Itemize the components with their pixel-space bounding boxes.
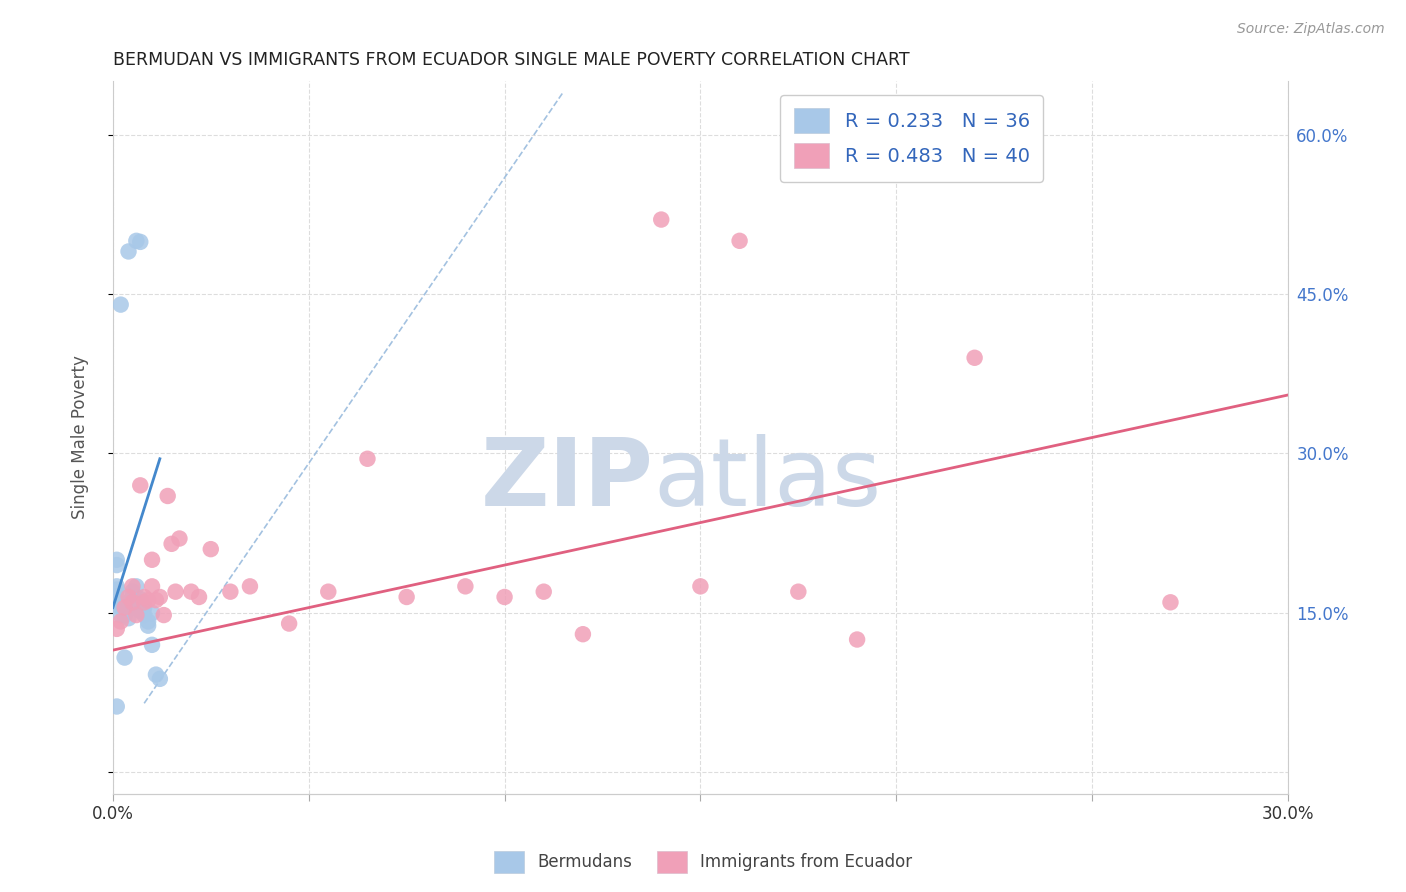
Point: [110, 297, 132, 311]
Point: [114, 608, 136, 623]
Point: [141, 553, 163, 567]
Point: [454, 579, 477, 593]
Point: [1159, 595, 1181, 609]
Point: [114, 600, 136, 615]
Point: [165, 584, 187, 599]
Point: [129, 478, 152, 492]
Point: [136, 615, 159, 629]
Point: [110, 600, 132, 615]
Point: [141, 606, 163, 620]
Point: [180, 584, 202, 599]
Point: [117, 244, 139, 259]
Point: [105, 622, 128, 636]
Point: [200, 542, 222, 557]
Point: [121, 579, 143, 593]
Point: [121, 590, 143, 604]
Point: [105, 579, 128, 593]
Point: [125, 579, 148, 593]
Point: [105, 590, 128, 604]
Point: [963, 351, 986, 365]
Point: [105, 582, 128, 597]
Point: [136, 593, 159, 607]
Point: [110, 600, 132, 615]
Point: [156, 489, 179, 503]
Point: [160, 537, 183, 551]
Point: [395, 590, 418, 604]
Point: [129, 592, 152, 607]
Point: [117, 595, 139, 609]
Point: [105, 558, 128, 573]
Point: [494, 590, 516, 604]
Point: [114, 604, 136, 618]
Text: atlas: atlas: [654, 434, 882, 526]
Point: [105, 595, 128, 609]
Point: [117, 611, 139, 625]
Point: [141, 579, 163, 593]
Point: [134, 600, 156, 615]
Point: [145, 593, 167, 607]
Point: [650, 212, 672, 227]
Point: [356, 451, 378, 466]
Point: [134, 590, 156, 604]
Point: [114, 650, 136, 665]
Point: [125, 234, 148, 248]
Point: [787, 584, 810, 599]
Legend: Bermudans, Immigrants from Ecuador: Bermudans, Immigrants from Ecuador: [486, 845, 920, 880]
Point: [149, 672, 172, 686]
Legend: R = 0.233   N = 36, R = 0.483   N = 40: R = 0.233 N = 36, R = 0.483 N = 40: [780, 95, 1043, 182]
Point: [121, 595, 143, 609]
Point: [125, 608, 148, 623]
Point: [105, 699, 128, 714]
Point: [316, 584, 339, 599]
Point: [141, 638, 163, 652]
Point: [572, 627, 595, 641]
Point: [129, 235, 152, 249]
Point: [278, 616, 301, 631]
Point: [134, 595, 156, 609]
Point: [533, 584, 555, 599]
Point: [136, 618, 159, 632]
Y-axis label: Single Male Poverty: Single Male Poverty: [72, 356, 89, 519]
Point: [169, 532, 191, 546]
Point: [110, 608, 132, 623]
Point: [105, 553, 128, 567]
Point: [152, 608, 174, 623]
Text: BERMUDAN VS IMMIGRANTS FROM ECUADOR SINGLE MALE POVERTY CORRELATION CHART: BERMUDAN VS IMMIGRANTS FROM ECUADOR SING…: [112, 51, 910, 69]
Point: [117, 598, 139, 612]
Point: [149, 590, 172, 604]
Text: ZIP: ZIP: [481, 434, 654, 526]
Point: [121, 600, 143, 615]
Point: [846, 632, 869, 647]
Point: [114, 606, 136, 620]
Point: [689, 579, 711, 593]
Point: [188, 590, 211, 604]
Point: [728, 234, 751, 248]
Point: [129, 604, 152, 618]
Point: [117, 590, 139, 604]
Point: [239, 579, 262, 593]
Point: [125, 595, 148, 609]
Point: [134, 608, 156, 623]
Point: [110, 615, 132, 629]
Point: [145, 667, 167, 681]
Point: [121, 584, 143, 599]
Point: [219, 584, 242, 599]
Text: Source: ZipAtlas.com: Source: ZipAtlas.com: [1237, 22, 1385, 37]
